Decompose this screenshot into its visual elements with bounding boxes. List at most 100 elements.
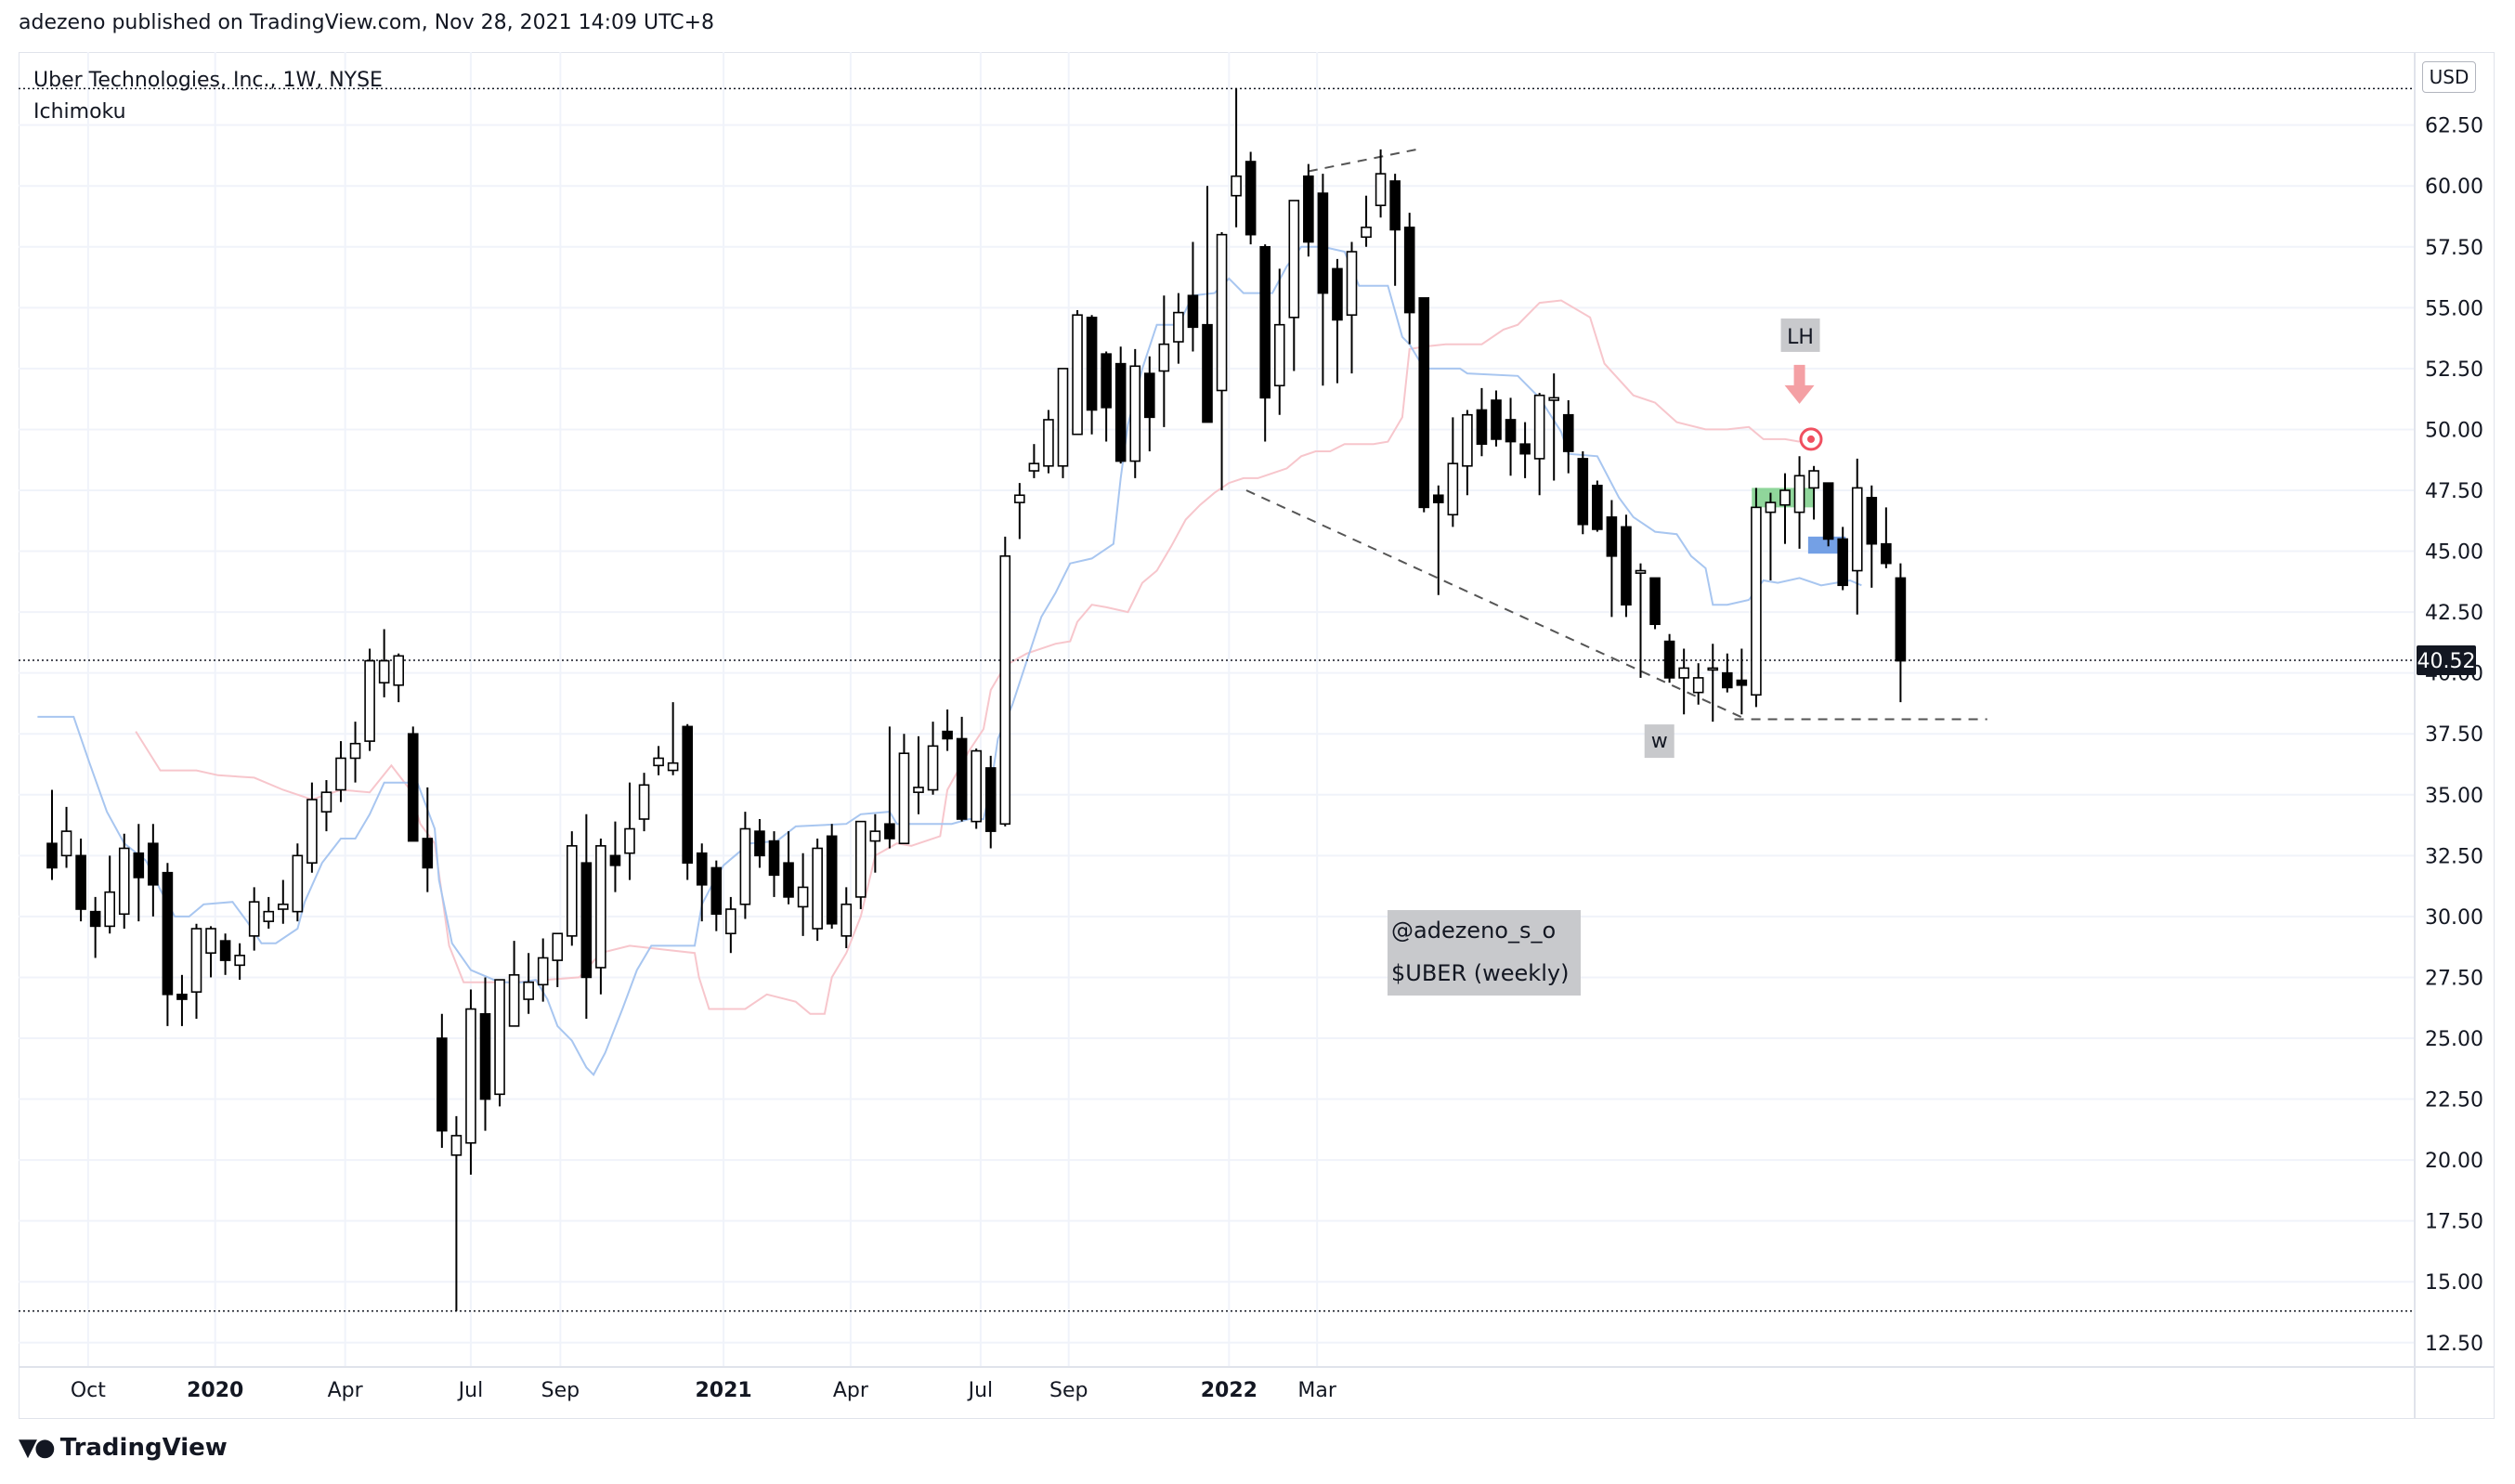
- candle: [277, 879, 289, 924]
- y-tick-label: 45.00: [2425, 541, 2483, 565]
- candle: [1837, 527, 1848, 591]
- symbol-title[interactable]: Uber Technologies, Inc., 1W, NYSE: [33, 69, 383, 92]
- candle-body-down: [783, 862, 794, 898]
- candle: [335, 741, 346, 802]
- candle-body-down: [1491, 399, 1502, 440]
- candle: [234, 943, 245, 981]
- candle: [1548, 373, 1559, 481]
- candle-body-up: [1533, 394, 1545, 460]
- candle: [89, 896, 101, 958]
- candle-body-up: [1851, 487, 1863, 572]
- currency-button[interactable]: USD: [2422, 61, 2476, 93]
- candle: [725, 896, 736, 954]
- candle-body-up: [205, 928, 216, 955]
- candle-body-down: [437, 1037, 448, 1132]
- candle: [1231, 88, 1242, 228]
- candle: [349, 722, 361, 783]
- w-label: w: [1651, 730, 1668, 753]
- target-icon: [1799, 427, 1823, 451]
- candle: [971, 748, 982, 829]
- candle: [1779, 473, 1791, 544]
- candle: [378, 629, 390, 697]
- candle: [306, 782, 318, 873]
- candle: [450, 1115, 463, 1311]
- candle: [523, 953, 534, 1014]
- candle-body-up: [869, 830, 881, 842]
- candle: [1173, 293, 1184, 364]
- candle: [854, 820, 867, 910]
- candle-body-up: [349, 742, 361, 760]
- candle-body-up: [1361, 227, 1372, 239]
- candle-body-up: [523, 981, 534, 1000]
- candle-body-up: [1375, 173, 1387, 207]
- candle-body-up: [277, 903, 289, 910]
- candle: [46, 789, 58, 880]
- candle: [407, 726, 419, 842]
- y-tick-label: 17.50: [2425, 1211, 2483, 1234]
- tradingview-logo[interactable]: ▼● TradingView: [19, 1434, 228, 1462]
- candle: [1375, 149, 1387, 218]
- candle: [1158, 295, 1170, 427]
- candle-body-up: [494, 979, 505, 1096]
- candle: [638, 773, 650, 832]
- candle: [710, 860, 723, 931]
- candle: [783, 831, 794, 905]
- candle-body-down: [682, 725, 694, 864]
- x-tick-label: 2020: [187, 1379, 243, 1402]
- candle-body-down: [1562, 413, 1574, 452]
- candle: [653, 746, 664, 775]
- candle: [1562, 399, 1574, 474]
- candle-body-up: [1751, 506, 1762, 696]
- candle-body-down: [984, 767, 997, 832]
- candle: [667, 702, 679, 775]
- candle-body-down: [1389, 180, 1401, 231]
- candle: [537, 938, 549, 1002]
- candle: [1202, 186, 1213, 423]
- x-tick-label: Mar: [1297, 1379, 1336, 1402]
- candle-body-up: [1793, 475, 1805, 514]
- candle: [1649, 577, 1661, 630]
- candle-body-down: [162, 871, 174, 996]
- candle: [1722, 653, 1733, 693]
- symbol-legend[interactable]: Uber Technologies, Inc., 1W, NYSE Ichimo…: [33, 65, 383, 128]
- candle: [1692, 663, 1704, 705]
- candle: [1101, 351, 1112, 442]
- candle-body-up: [913, 787, 924, 793]
- candle-body-up: [508, 974, 520, 1027]
- candle: [1476, 387, 1488, 457]
- candle-body-up: [999, 554, 1011, 826]
- candle: [984, 755, 997, 849]
- lh-label: LH: [1787, 326, 1814, 349]
- candle-body-up: [1014, 494, 1025, 503]
- candle-body-down: [1187, 294, 1199, 329]
- x-tick-label: Sep: [1049, 1379, 1088, 1402]
- candle: [956, 716, 968, 822]
- note-title: $UBER (weekly): [1391, 960, 1569, 986]
- candle: [1144, 356, 1155, 452]
- candle: [1086, 315, 1098, 435]
- indicator-label[interactable]: Ichimoku: [33, 100, 126, 124]
- candle-body-up: [104, 891, 115, 928]
- candle-body-up: [306, 799, 318, 864]
- candle: [1881, 507, 1892, 568]
- blue-highlight-box: [1807, 536, 1846, 554]
- candle-body-down: [407, 733, 419, 842]
- candle: [437, 1013, 448, 1148]
- candle-body-down: [133, 852, 145, 879]
- candle-body-up: [854, 820, 867, 898]
- candle-body-up: [1129, 365, 1141, 462]
- candle-body-up: [537, 957, 549, 986]
- candle-body-down: [1895, 577, 1907, 662]
- candle-body-up: [1288, 200, 1300, 319]
- y-tick-label: 22.50: [2425, 1089, 2483, 1113]
- candle-body-up: [739, 827, 751, 905]
- y-tick-label: 37.50: [2425, 723, 2483, 747]
- y-tick-label: 15.00: [2425, 1271, 2483, 1295]
- candle: [219, 933, 231, 975]
- candle-body-down: [1476, 409, 1488, 445]
- candle-body-up: [812, 847, 823, 930]
- w-label-box: [1644, 724, 1674, 759]
- candle-body-up: [566, 845, 578, 937]
- kijun-sen-line: [37, 245, 1862, 1076]
- price-chart[interactable]: LH w @adezeno_s_o $UBER (weekly) 12.50 15.00…: [19, 52, 2495, 1419]
